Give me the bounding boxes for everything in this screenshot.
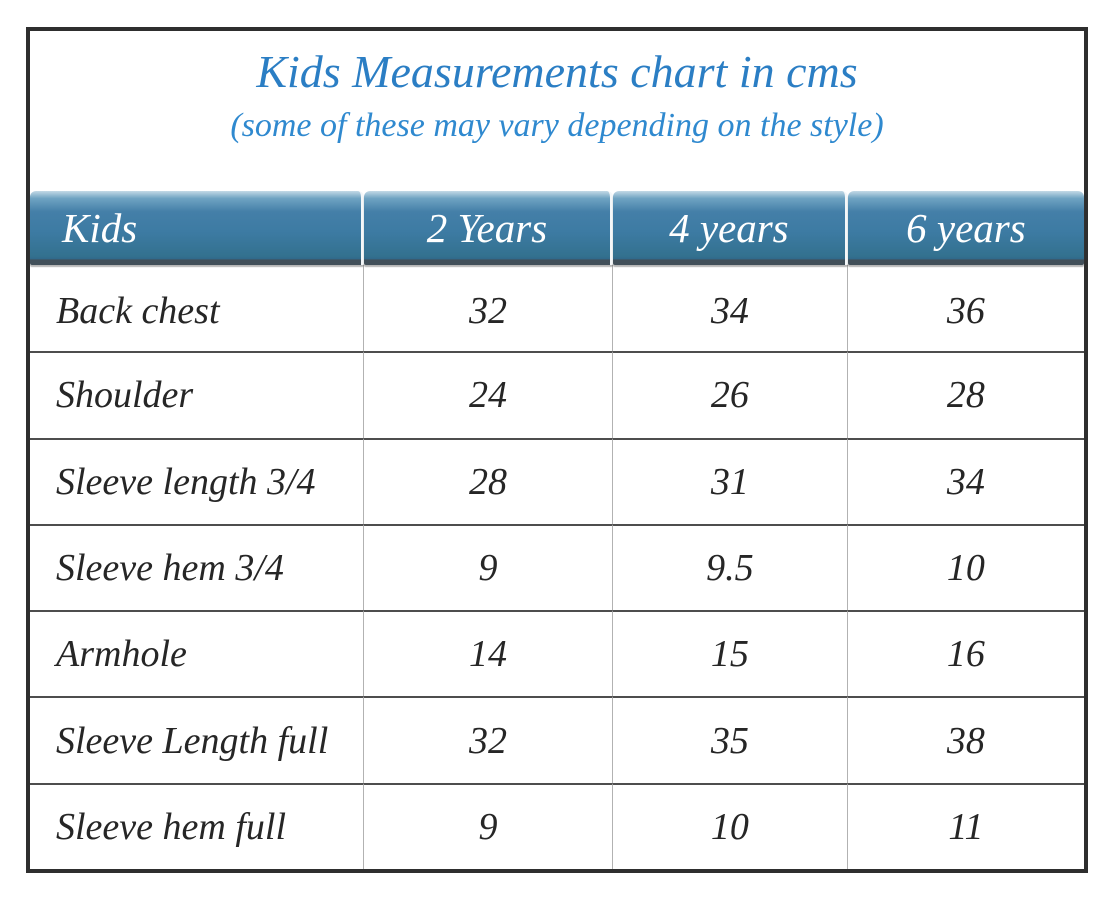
value-back-chest-2y: 32 [364,265,613,352]
measurements-table: Kids 2 Years 4 years 6 years Back chest … [30,191,1084,869]
chart-subtitle: (some of these may vary depending on the… [230,107,884,144]
value-sleeve-hem-full-2y: 9 [364,782,613,869]
chart-title: Kids Measurements chart in cms [256,46,858,97]
value-sleeve-length-34-2y: 28 [364,437,613,524]
header-cell-kids: Kids [30,191,365,265]
value-sleeve-hem-full-4y: 10 [612,782,848,869]
value-sleeve-length-full-6y: 38 [847,696,1084,783]
row-label-sleeve-length-full: Sleeve Length full [30,696,365,783]
value-armhole-6y: 16 [847,610,1084,697]
value-armhole-2y: 14 [364,610,613,697]
header-cell-2-years: 2 Years [364,191,613,265]
row-label-armhole: Armhole [30,610,365,697]
row-label-back-chest: Back chest [30,265,365,352]
value-sleeve-length-full-2y: 32 [364,696,613,783]
value-shoulder-4y: 26 [612,351,848,438]
row-label-shoulder: Shoulder [30,351,365,438]
value-shoulder-2y: 24 [364,351,613,438]
header-cell-4-years: 4 years [612,191,848,265]
value-shoulder-6y: 28 [847,351,1084,438]
value-sleeve-length-34-4y: 31 [612,437,848,524]
row-label-sleeve-length-34: Sleeve length 3/4 [30,437,365,524]
value-back-chest-4y: 34 [612,265,848,352]
row-label-sleeve-hem-34: Sleeve hem 3/4 [30,523,365,611]
row-label-sleeve-hem-full: Sleeve hem full [30,782,365,869]
value-sleeve-hem-34-4y: 9.5 [612,523,848,611]
value-armhole-4y: 15 [612,610,848,697]
value-sleeve-length-full-4y: 35 [612,696,848,783]
value-sleeve-hem-full-6y: 11 [847,782,1084,869]
chart-frame: Kids Measurements chart in cms (some of … [26,27,1088,873]
value-sleeve-length-34-6y: 34 [847,437,1084,524]
header-cell-6-years: 6 years [847,191,1084,265]
title-block: Kids Measurements chart in cms (some of … [30,31,1084,191]
value-back-chest-6y: 36 [847,265,1084,352]
value-sleeve-hem-34-6y: 10 [847,523,1084,611]
value-sleeve-hem-34-2y: 9 [364,523,613,611]
